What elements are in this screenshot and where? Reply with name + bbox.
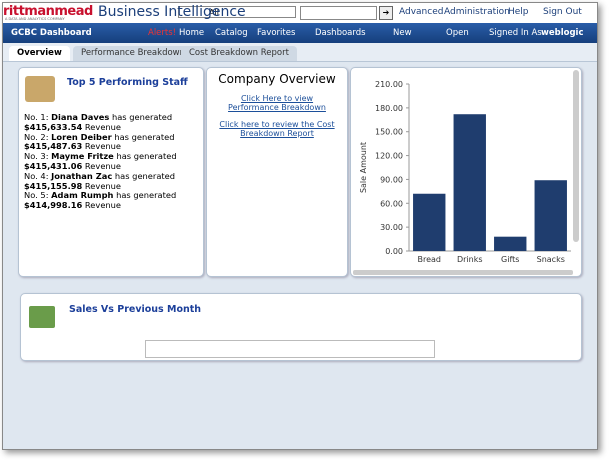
tab[interactable]: Performance Breakdown	[73, 46, 193, 61]
y-tick-label: 30.00	[380, 223, 403, 232]
staff-unit: Revenue	[85, 141, 121, 151]
scrollbar[interactable]	[353, 270, 573, 275]
staff-rank: No. 5:	[24, 190, 49, 200]
user[interactable]: weblogic	[541, 28, 584, 38]
header: rittmanmead A DATA AND ANALYTICS COMPANY…	[3, 3, 597, 23]
staff-amount: $415,155.98	[24, 181, 82, 191]
header-link[interactable]: Sign Out	[543, 7, 582, 17]
staff-amount: $415,487.63	[24, 141, 82, 151]
y-tick-label: 210.00	[375, 80, 403, 89]
bar	[494, 237, 526, 251]
x-tick-label: Bread	[417, 255, 441, 264]
signed-in-label: Signed In As	[489, 28, 542, 38]
staff-amount: $415,431.06	[24, 161, 82, 171]
tab[interactable]: Cost Breakdown Report	[181, 46, 297, 61]
staff-name: Mayme Fritze	[51, 151, 114, 161]
tab[interactable]: Overview	[9, 46, 70, 61]
search-box[interactable]	[300, 6, 377, 20]
nav-item[interactable]: Open	[446, 28, 469, 38]
staff-name: Jonathan Zac	[51, 171, 112, 181]
staff-verb: has generated	[112, 112, 172, 122]
alerts[interactable]: Alerts!	[148, 28, 176, 38]
x-tick-label: Snacks	[537, 255, 565, 264]
panel-title: Sales Vs Previous Month	[69, 304, 201, 315]
sales-panel: Sales Vs Previous Month	[20, 293, 582, 361]
header-link[interactable]: Advanced	[399, 7, 443, 17]
y-tick-label: 60.00	[380, 199, 403, 208]
nav-item[interactable]: Catalog	[215, 28, 248, 38]
staff-verb: has generated	[116, 190, 176, 200]
tab-bar: Overview Performance Breakdown Cost Brea…	[3, 43, 597, 62]
staff-verb: has generated	[115, 171, 175, 181]
empty-report-box	[145, 340, 435, 358]
staff-rank: No. 2:	[24, 132, 49, 142]
staff-panel: Top 5 Performing Staff No. 1: Diana Dave…	[18, 67, 204, 277]
chart-icon	[29, 306, 55, 328]
staff-name: Loren Deiber	[51, 132, 112, 142]
link[interactable]: Click here to review the Cost Breakdown …	[217, 120, 337, 138]
staff-name: Adam Rumph	[51, 190, 113, 200]
link[interactable]: Click Here to view Performance Breakdown	[217, 94, 337, 112]
company-panel: Company Overview Click Here to view Perf…	[206, 67, 348, 277]
x-tick-label: Gifts	[501, 255, 519, 264]
panel-title: Company Overview	[207, 72, 347, 86]
staff-rank: No. 1:	[24, 112, 49, 122]
staff-name: Diana Daves	[51, 112, 109, 122]
y-tick-label: 120.00	[375, 152, 403, 161]
y-tick-label: 180.00	[375, 104, 403, 113]
tagline: A DATA AND ANALYTICS COMPANY	[5, 17, 65, 21]
staff-verb: has generated	[116, 151, 176, 161]
app-title: Business Intelligence	[98, 4, 246, 20]
bar	[413, 194, 445, 251]
nav-item[interactable]: Dashboards	[315, 28, 366, 38]
staff-unit: Revenue	[85, 181, 121, 191]
clipboard-icon	[25, 76, 55, 102]
scrollbar[interactable]	[573, 70, 579, 242]
search-button[interactable]: ➔	[379, 6, 393, 20]
header-link[interactable]: Help	[508, 7, 529, 17]
panel-title: Top 5 Performing Staff	[67, 77, 188, 88]
y-tick-label: 90.00	[380, 175, 403, 184]
nav-bar: GCBC Dashboard Alerts! Home Catalog Favo…	[3, 23, 597, 43]
y-tick-label: 0.00	[385, 247, 403, 256]
staff-unit: Revenue	[85, 161, 121, 171]
header-link[interactable]: Administration	[444, 7, 510, 17]
staff-amount: $415,633.54	[24, 122, 82, 132]
chart: Sale Amount 0.00 30.00 60.00 90.00 120.00 150.…	[351, 68, 581, 276]
staff-list: No. 1: Diana Daves has generated $415,633…	[24, 113, 202, 211]
staff-amount: $414,998.16	[24, 200, 82, 210]
staff-row: $414,998.16 Revenue	[24, 201, 202, 211]
nav-item[interactable]: Favorites	[257, 28, 295, 38]
chart-panel: Sale Amount 0.00 30.00 60.00 90.00 120.00 150.…	[350, 67, 582, 277]
x-tick-label: Drinks	[457, 255, 483, 264]
staff-unit: Revenue	[85, 200, 121, 210]
dashboard-name: GCBC Dashboard	[11, 28, 92, 38]
bar	[454, 114, 486, 251]
browser-frame: rittmanmead A DATA AND ANALYTICS COMPANY…	[2, 2, 598, 450]
nav-item[interactable]: New	[393, 28, 412, 38]
staff-verb: has generated	[114, 132, 174, 142]
y-tick-label: 150.00	[375, 128, 403, 137]
staff-rank: No. 3:	[24, 151, 49, 161]
staff-rank: No. 4:	[24, 171, 49, 181]
staff-unit: Revenue	[85, 122, 121, 132]
nav-item[interactable]: Home	[179, 28, 204, 38]
bar	[535, 180, 567, 251]
y-axis-title: Sale Amount	[359, 142, 368, 193]
